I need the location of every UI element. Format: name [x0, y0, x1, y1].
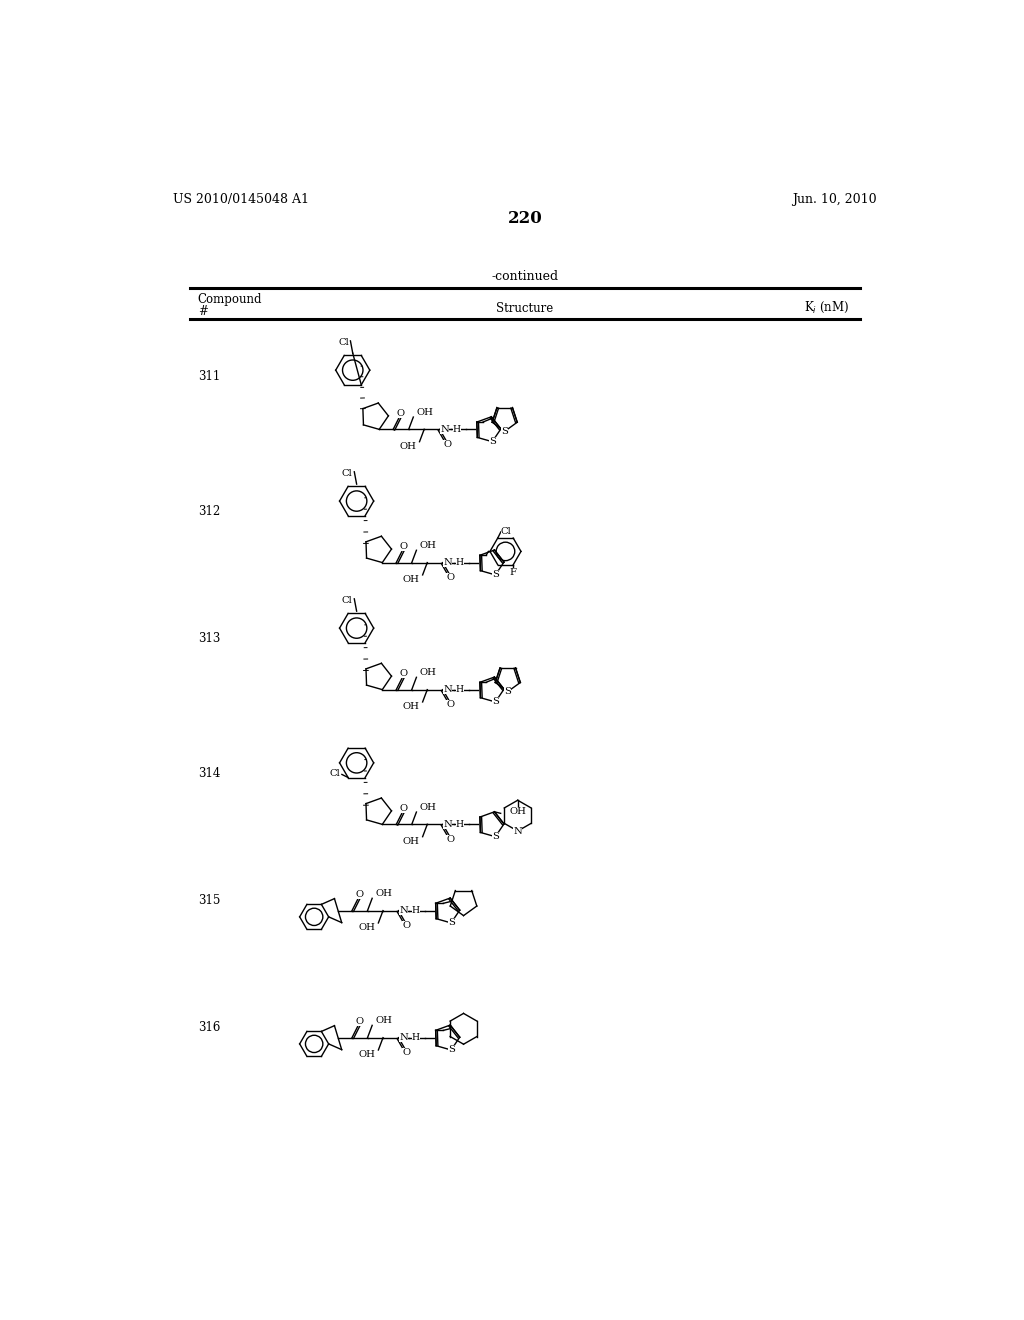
Text: OH: OH — [402, 837, 420, 846]
Text: N: N — [440, 425, 449, 434]
Text: H: H — [412, 906, 420, 915]
Text: H: H — [453, 425, 461, 434]
Text: Cl: Cl — [501, 528, 512, 536]
Text: 220: 220 — [508, 210, 542, 227]
Text: 312: 312 — [198, 506, 220, 517]
Text: OH: OH — [420, 541, 436, 550]
Text: #: # — [198, 305, 208, 318]
Text: O: O — [397, 409, 404, 417]
Text: 314: 314 — [198, 767, 220, 780]
Text: OH: OH — [358, 1051, 375, 1059]
Text: Cl: Cl — [342, 595, 352, 605]
Text: S: S — [492, 697, 499, 706]
Text: O: O — [400, 669, 409, 678]
Text: N: N — [443, 820, 452, 829]
Text: O: O — [355, 1016, 364, 1026]
Text: 311: 311 — [198, 370, 220, 383]
Text: N: N — [443, 685, 452, 694]
Text: Compound: Compound — [198, 293, 262, 306]
Text: O: O — [446, 700, 455, 709]
Text: H: H — [456, 820, 464, 829]
Text: N: N — [399, 1034, 408, 1043]
Text: 313: 313 — [198, 632, 220, 645]
Text: O: O — [446, 834, 455, 843]
Text: OH: OH — [399, 442, 417, 451]
Text: O: O — [355, 890, 364, 899]
Text: US 2010/0145048 A1: US 2010/0145048 A1 — [173, 193, 309, 206]
Text: O: O — [400, 804, 409, 813]
Text: S: S — [492, 570, 499, 579]
Text: O: O — [402, 1048, 411, 1057]
Text: OH: OH — [375, 890, 392, 898]
Text: S: S — [502, 426, 508, 436]
Text: H: H — [456, 558, 464, 568]
Text: OH: OH — [509, 807, 526, 816]
Text: H: H — [456, 685, 464, 694]
Text: S: S — [492, 832, 499, 841]
Text: O: O — [446, 573, 455, 582]
Text: -continued: -continued — [492, 271, 558, 282]
Text: H: H — [412, 1034, 420, 1043]
Text: Jun. 10, 2010: Jun. 10, 2010 — [792, 193, 877, 206]
Text: S: S — [447, 919, 455, 928]
Text: OH: OH — [402, 702, 420, 711]
Text: OH: OH — [358, 923, 375, 932]
Text: F: F — [510, 568, 517, 577]
Text: OH: OH — [420, 668, 436, 677]
Text: O: O — [402, 921, 411, 929]
Text: OH: OH — [420, 803, 436, 812]
Text: OH: OH — [375, 1016, 392, 1026]
Text: O: O — [400, 543, 409, 550]
Text: Structure: Structure — [497, 302, 553, 314]
Text: S: S — [505, 686, 511, 696]
Text: N: N — [443, 558, 452, 568]
Text: OH: OH — [402, 576, 420, 583]
Text: N: N — [513, 826, 522, 836]
Text: 316: 316 — [198, 1020, 220, 1034]
Text: N: N — [399, 906, 408, 915]
Text: Cl: Cl — [338, 338, 349, 347]
Text: O: O — [443, 440, 452, 449]
Text: Cl: Cl — [342, 469, 352, 478]
Text: S: S — [447, 1045, 455, 1055]
Text: OH: OH — [417, 408, 433, 417]
Text: 315: 315 — [198, 894, 220, 907]
Text: K$_i$ (nM): K$_i$ (nM) — [804, 300, 849, 314]
Text: S: S — [488, 437, 496, 446]
Text: Cl: Cl — [330, 770, 340, 779]
